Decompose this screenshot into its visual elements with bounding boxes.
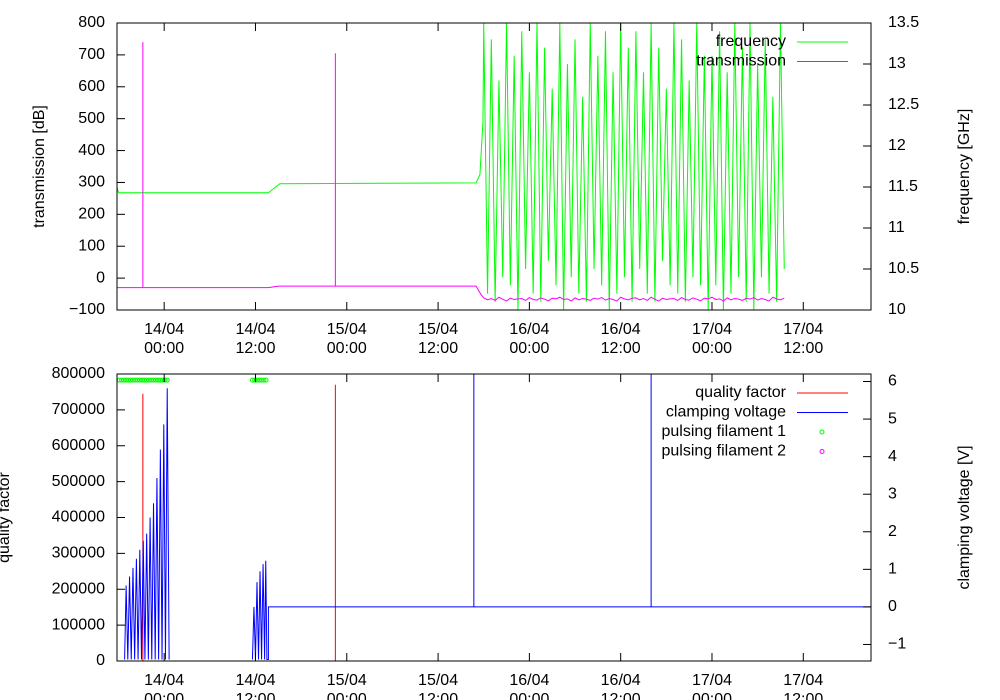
y-tick-label: 700: [78, 46, 105, 63]
y2-tick-label: 2: [888, 523, 897, 540]
y-tick-label: 600000: [52, 437, 105, 454]
legend-label: quality factor: [695, 384, 786, 401]
y-tick-label: 300000: [52, 545, 105, 562]
data-point: [137, 377, 143, 383]
data-point: [135, 377, 141, 383]
x-tick-label: 16/04 12:00: [601, 672, 641, 700]
y2-tick-label: 12: [888, 137, 906, 154]
data-point: [259, 377, 265, 383]
x-tick-label: 16/04 00:00: [509, 672, 549, 700]
y2-tick-label: 1: [888, 561, 897, 578]
x-tick-label: 15/04 00:00: [327, 672, 367, 700]
y-tick-label: 500000: [52, 473, 105, 490]
y2-tick-label: 10.5: [888, 260, 919, 277]
x-tick-label: 17/04 12:00: [783, 672, 823, 700]
y-tick-label: 700000: [52, 401, 105, 418]
y2-tick-label: −1: [888, 636, 906, 653]
legend-marker: [819, 429, 825, 435]
y-tick-label: 600: [78, 78, 105, 95]
x-tick-label: 16/04 12:00: [601, 321, 641, 357]
y-axis-label: quality factor: [0, 471, 13, 562]
y2-tick-label: 0: [888, 598, 897, 615]
data-point: [121, 377, 127, 383]
data-point: [128, 377, 134, 383]
y-tick-label: 200000: [52, 580, 105, 597]
data-point: [125, 377, 131, 383]
y-tick-label: 800: [78, 14, 105, 31]
legend-label: pulsing filament 2: [661, 443, 786, 460]
data-point: [153, 377, 159, 383]
y2-tick-label: 5: [888, 410, 897, 427]
y2-tick-label: 13: [888, 55, 906, 72]
data-point: [164, 377, 170, 383]
y2-tick-label: 12.5: [888, 96, 919, 113]
data-point: [157, 377, 163, 383]
data-line: [117, 42, 785, 302]
legend-label: frequency: [716, 33, 786, 50]
y-tick-label: 300: [78, 174, 105, 191]
data-point: [119, 377, 125, 383]
y-tick-label: 0: [96, 269, 105, 286]
x-tick-label: 14/04 12:00: [235, 672, 275, 700]
y-tick-label: −100: [69, 301, 105, 318]
data-line: [117, 23, 785, 310]
data-point: [256, 377, 262, 383]
data-point: [130, 377, 136, 383]
x-tick-label: 16/04 00:00: [509, 321, 549, 357]
data-point: [141, 377, 147, 383]
data-point: [123, 377, 129, 383]
data-line: [124, 374, 871, 660]
y2-tick-label: 3: [888, 485, 897, 502]
data-point: [155, 377, 161, 383]
data-point: [139, 377, 145, 383]
legend-label: pulsing filament 1: [661, 423, 786, 440]
x-tick-label: 17/04 00:00: [692, 321, 732, 357]
y-tick-label: 400: [78, 142, 105, 159]
plot-frame: [116, 22, 872, 311]
y2-tick-label: 6: [888, 373, 897, 390]
x-tick-label: 15/04 12:00: [418, 321, 458, 357]
y-tick-label: 100: [78, 237, 105, 254]
y-tick-label: 400000: [52, 509, 105, 526]
y2-tick-label: 13.5: [888, 14, 919, 31]
y-axis-label: transmission [dB]: [31, 105, 48, 228]
data-point: [151, 377, 157, 383]
data-point: [148, 377, 154, 383]
data-point: [146, 377, 152, 383]
y2-axis-label: frequency [GHz]: [956, 109, 973, 225]
x-tick-label: 17/04 12:00: [783, 321, 823, 357]
legend-label: clamping voltage: [666, 404, 786, 421]
y2-tick-label: 10: [888, 301, 906, 318]
y-tick-label: 500: [78, 110, 105, 127]
legend-label: transmission: [696, 53, 786, 70]
x-tick-label: 14/04 12:00: [235, 321, 275, 357]
data-point: [261, 377, 267, 383]
y2-tick-label: 11.5: [888, 178, 918, 195]
x-tick-label: 15/04 12:00: [418, 672, 458, 700]
x-tick-label: 14/04 00:00: [144, 321, 184, 357]
data-point: [132, 377, 138, 383]
x-tick-label: 15/04 00:00: [327, 321, 367, 357]
y-tick-label: 0: [96, 652, 105, 669]
data-point: [249, 377, 255, 383]
y2-axis-label: clamping voltage [V]: [956, 445, 973, 589]
y2-tick-label: 11: [888, 219, 905, 236]
x-tick-label: 17/04 00:00: [692, 672, 732, 700]
legend-marker: [819, 449, 825, 454]
data-point: [162, 377, 168, 383]
y2-tick-label: 4: [888, 448, 897, 465]
y-tick-label: 200: [78, 206, 105, 223]
data-point: [144, 377, 150, 383]
data-line: [117, 384, 871, 661]
y-tick-label: 800000: [52, 365, 105, 382]
data-point: [252, 377, 258, 383]
x-tick-label: 14/04 00:00: [144, 672, 184, 700]
y-tick-label: 100000: [52, 616, 105, 633]
data-point: [263, 377, 269, 383]
